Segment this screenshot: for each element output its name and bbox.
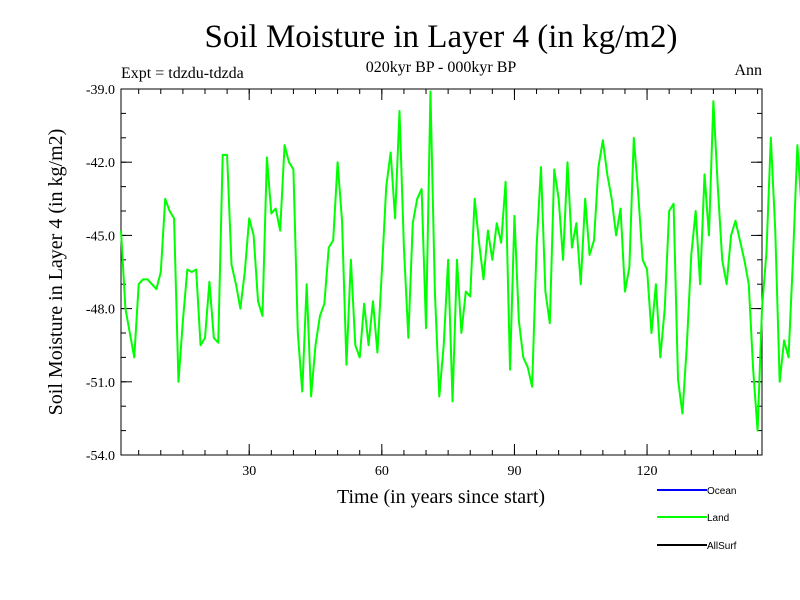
y-tick-label: -45.0: [86, 229, 115, 244]
x-tick-label: 30: [242, 464, 256, 479]
season-label: Ann: [734, 62, 762, 79]
x-axis-label: Time (in years since start): [337, 486, 545, 508]
chart-title: Soil Moisture in Layer 4 (in kg/m2): [205, 19, 678, 55]
y-tick-label: -54.0: [86, 449, 115, 464]
legend-label-land: Land: [707, 513, 729, 524]
x-tick-label: 60: [375, 464, 389, 479]
x-tick-label: 120: [637, 464, 658, 479]
axis-tick-labels: -54.0 -51.0 -48.0 -45.0 -42.0 -39.0 30 60 90 120: [86, 83, 658, 479]
expt-label: Expt = tdzdu-tdzda: [121, 65, 244, 82]
legend-label-ocean: Ocean: [707, 486, 736, 497]
plot-frame: [120, 88, 763, 456]
chart-subtitle: 020kyr BP - 000kyr BP: [366, 59, 517, 76]
y-tick-label: -48.0: [86, 303, 115, 318]
y-axis-label: Soil Moisture in Layer 4 (in kg/m2): [45, 129, 67, 416]
legend-label-allsurf: AllSurf: [707, 541, 737, 552]
land-series-line: [120, 90, 800, 432]
legend: Ocean Land AllSurf: [657, 486, 737, 552]
x-tick-label: 90: [507, 464, 521, 479]
y-tick-label: -51.0: [86, 376, 115, 391]
y-tick-label: -42.0: [86, 156, 115, 171]
y-tick-label: -39.0: [86, 83, 115, 98]
